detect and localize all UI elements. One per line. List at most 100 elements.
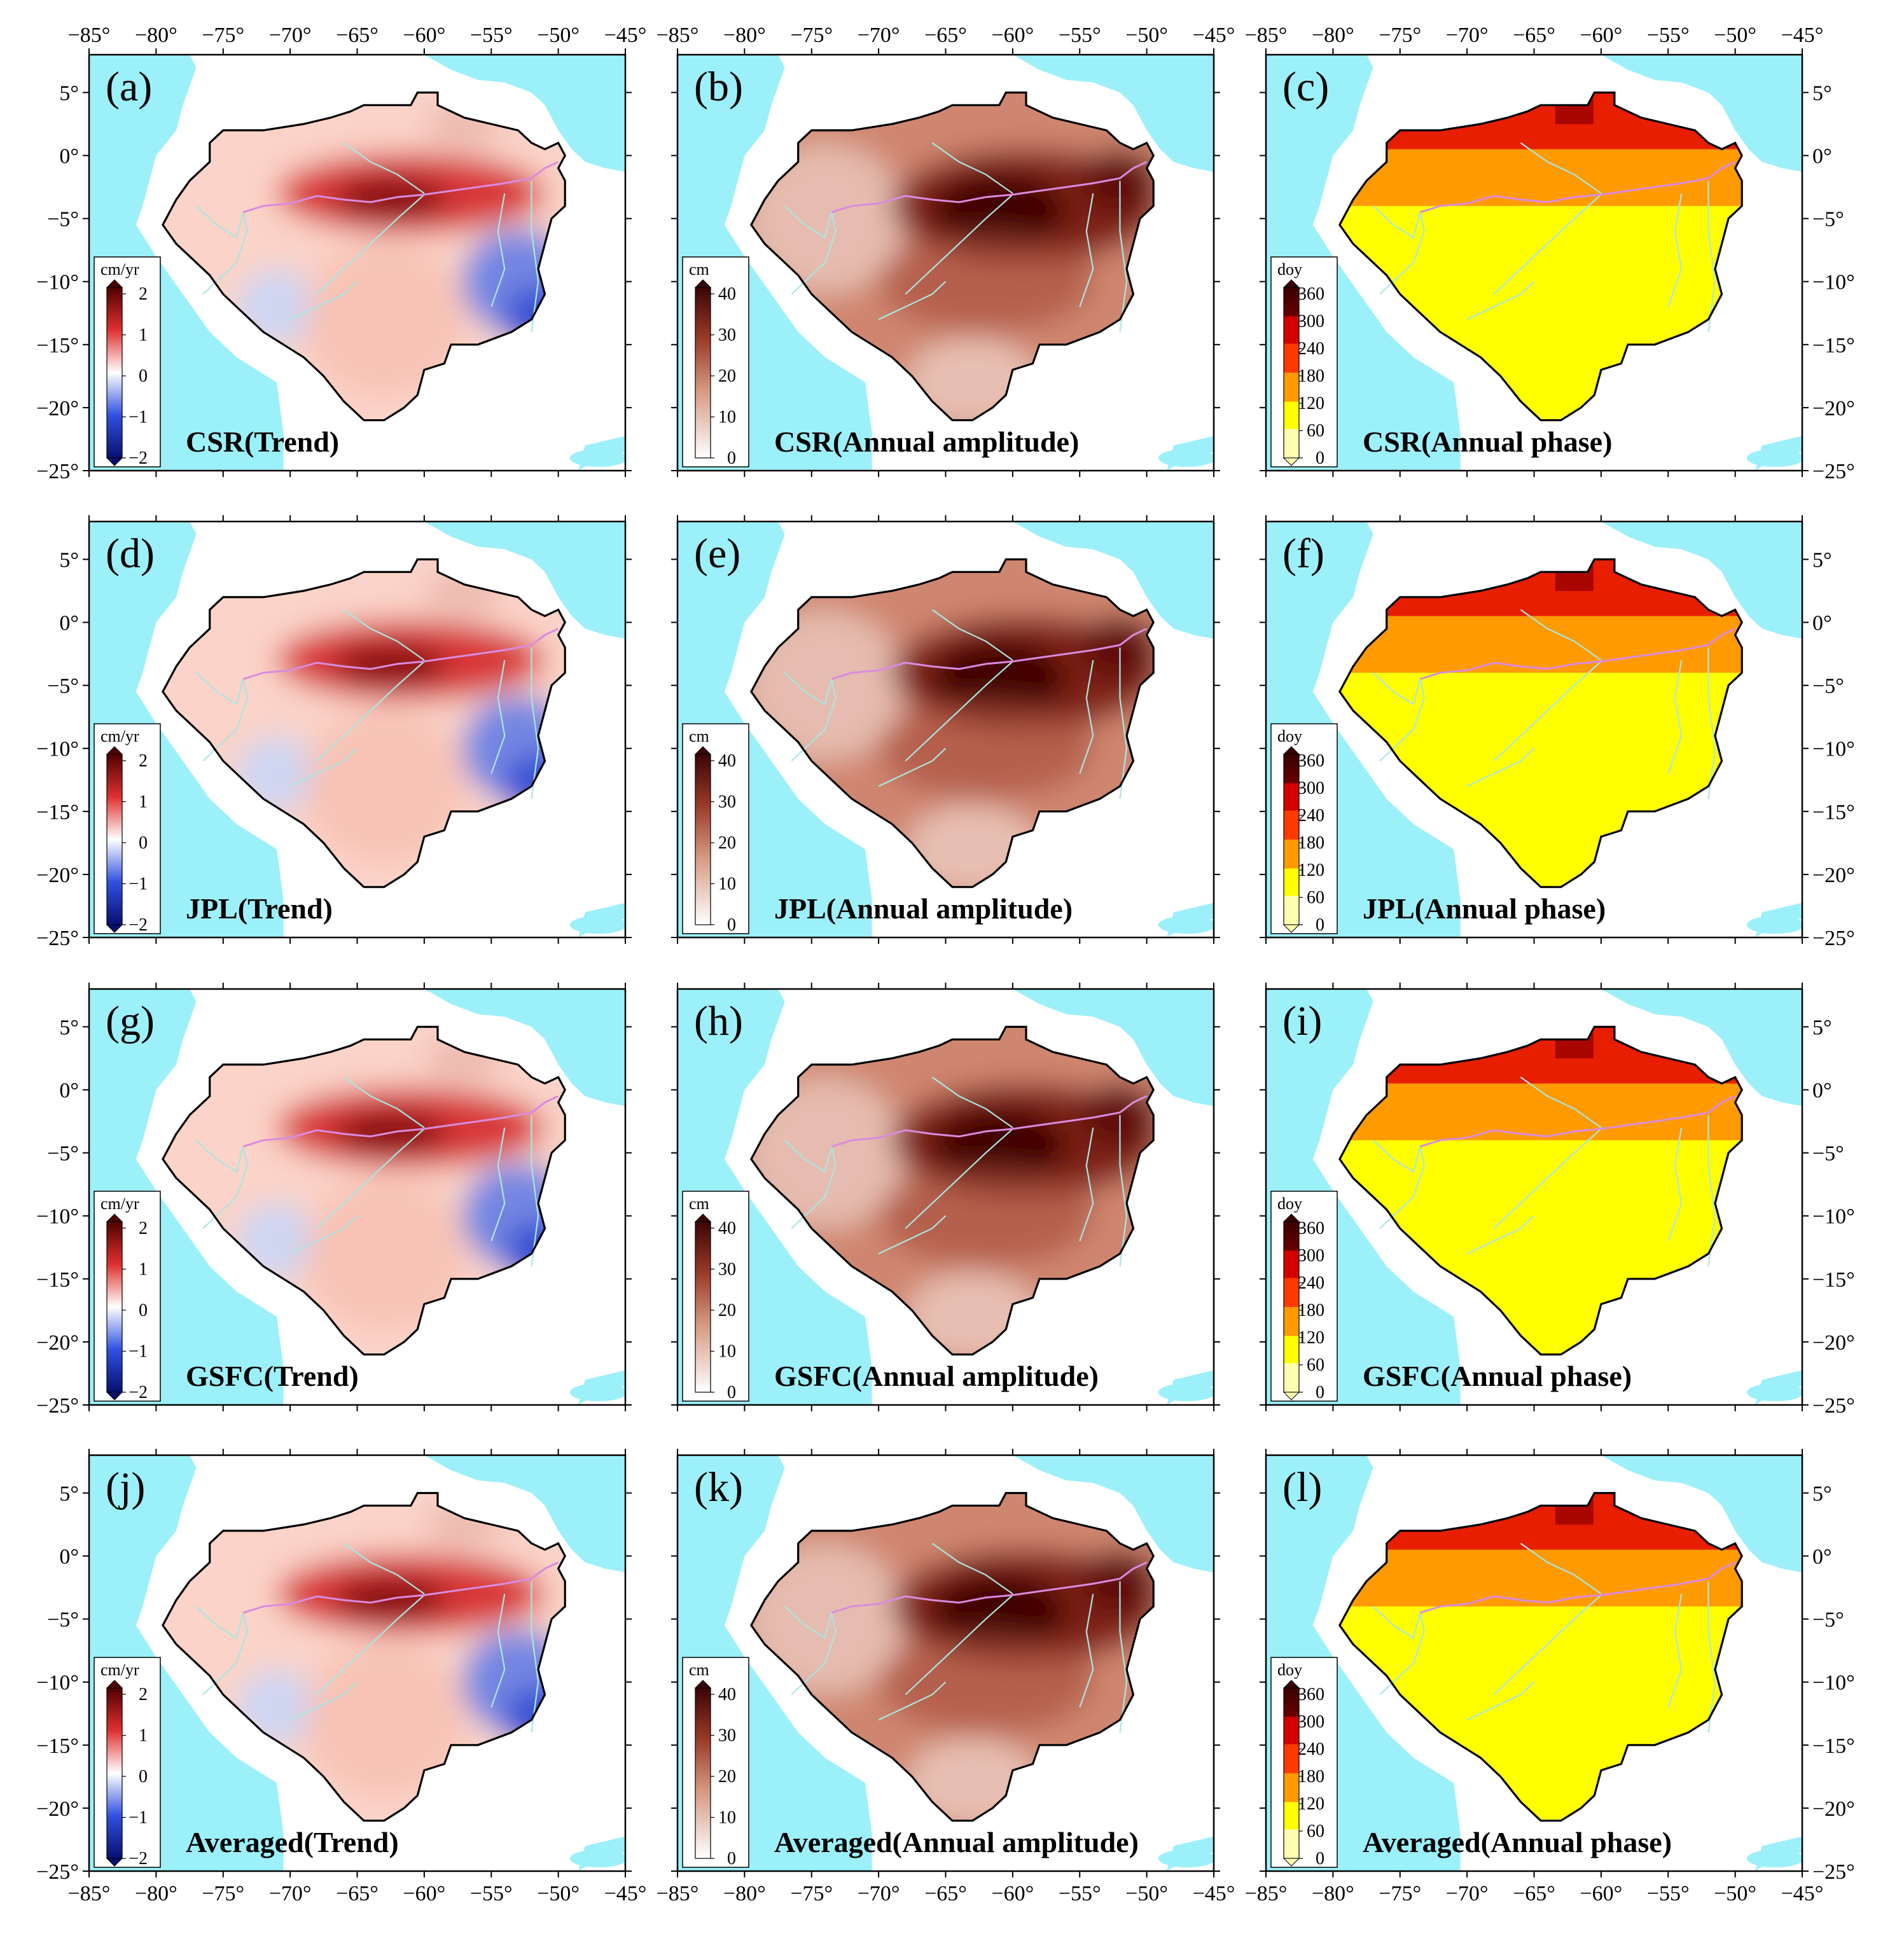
colorbar-tick-label: 40	[718, 284, 736, 304]
tributary-river	[1079, 660, 1094, 774]
colorbar-tick-label: 40	[718, 1219, 736, 1238]
tributary-river	[195, 1605, 244, 1640]
colorbar-tick-label: 20	[718, 833, 736, 853]
tributary-river	[1119, 647, 1128, 799]
colorbar-tick-label: 0	[1316, 1849, 1324, 1869]
y-tick-label-left: −20°	[36, 397, 79, 420]
colorbar-box	[682, 1191, 749, 1402]
x-tick-label-bottom: −80°	[135, 1882, 177, 1905]
tributary-river	[905, 1128, 1013, 1229]
panel-title: JPL(Annual phase)	[1363, 892, 1606, 925]
x-tick-label-bottom: −80°	[1312, 1882, 1354, 1905]
colorbar-tick-label: 0	[139, 833, 148, 853]
amazon-river	[242, 161, 559, 214]
amazon-river	[831, 1095, 1148, 1148]
colorbar-tick-label: −1	[129, 1342, 148, 1362]
panel-letter: (f)	[1282, 530, 1324, 577]
map-panel-a: cm/yr2 1 0 −1 −2 (a) CSR(Trend)	[83, 48, 632, 477]
colorbar-tick-label: 10	[718, 1342, 736, 1362]
map-panel-g: cm/yr2 1 0 −1 −2 (g) GSFC(Trend)	[83, 983, 632, 1411]
colorbar-tick-label: 2	[139, 751, 148, 771]
colorbar-tick-label: 300	[1298, 1712, 1324, 1732]
panel-letter: (g)	[106, 998, 155, 1044]
x-tick-label-top: −75°	[1379, 24, 1421, 47]
tributary-river	[878, 1681, 947, 1721]
y-tick-label-right: 5°	[1812, 1016, 1832, 1039]
x-tick-label-top: −60°	[403, 24, 445, 47]
tributary-river	[905, 194, 1013, 295]
tributary-river	[1667, 1127, 1683, 1241]
colorbar-tick-label: 60	[1307, 1355, 1324, 1375]
phase-field	[1339, 559, 1742, 887]
tributary-river	[1520, 1542, 1602, 1594]
x-tick-label-top: −70°	[1446, 24, 1489, 47]
colorbar-box	[94, 256, 161, 467]
x-tick-label-bottom: −45°	[1781, 1882, 1824, 1905]
colorbar-tick-label: 60	[1307, 421, 1324, 441]
colorbar-tick-label: 0	[139, 366, 148, 386]
x-tick-label-bottom: −55°	[1647, 1882, 1690, 1905]
tributary-river	[791, 1146, 837, 1229]
x-tick-label-bottom: −70°	[858, 1882, 900, 1905]
ocean-north	[985, 989, 1214, 1107]
basin-boundary	[1338, 1491, 1744, 1822]
colorbar-tick-label: 2	[139, 1219, 148, 1238]
panel-letter: (b)	[694, 64, 743, 110]
tributary-river	[1119, 181, 1128, 333]
colorbar-box	[1270, 723, 1338, 934]
map-panel-h: cm 40 30 20 10 0 (h) GSFC(Annual amplitude)	[671, 983, 1220, 1411]
tributary-river	[1520, 1076, 1602, 1128]
tributary-river	[490, 193, 506, 307]
y-tick-label-left: −25°	[36, 1394, 79, 1418]
map-panel-c: doy 360 300 240 180 120 60 0 (c) CSR(Annual phase…	[1260, 48, 1809, 477]
tributary-river	[878, 280, 947, 321]
colorbar-box	[1270, 1657, 1338, 1868]
amazon-river	[831, 161, 1148, 214]
colorbar-unit: cm/yr	[101, 1194, 139, 1213]
tributary-river	[1079, 1127, 1094, 1241]
colorbar-tick-label: −1	[129, 408, 148, 427]
y-tick-label-left: −10°	[36, 1671, 79, 1695]
colorbar-tick-label: 180	[1298, 1301, 1324, 1320]
colorbar	[695, 1687, 711, 1859]
colorbar-tick-label: 300	[1298, 1246, 1324, 1266]
y-tick-label-left: −10°	[36, 738, 79, 761]
amazon-river	[831, 1561, 1148, 1614]
panel-letter: (h)	[694, 998, 743, 1044]
ocean-north	[985, 55, 1214, 172]
tributary-river	[931, 609, 1013, 661]
amazon-river	[1419, 161, 1736, 214]
panel-title: Averaged(Annual amplitude)	[774, 1826, 1139, 1858]
colorbar-tick-label: 60	[1307, 1822, 1324, 1841]
ocean-north	[397, 55, 625, 172]
x-tick-label-top: −55°	[470, 24, 513, 47]
tributary-river	[1493, 1594, 1602, 1696]
ocean-north	[1574, 1455, 1802, 1573]
tributary-river	[784, 672, 833, 706]
map-panel-l: doy 360 300 240 180 120 60 0 (l) Averaged(Annual …	[1260, 1449, 1809, 1877]
tributary-river	[343, 1076, 425, 1128]
amazon-river	[1419, 1095, 1736, 1148]
x-tick-label-top: −70°	[269, 24, 312, 47]
colorbar	[695, 1221, 711, 1393]
colorbar-tick-label: 0	[1316, 1383, 1324, 1402]
colorbar-tick-label: 1	[139, 1726, 148, 1746]
colorbar-tick-label: 0	[727, 915, 736, 935]
x-tick-label-top: −45°	[604, 24, 647, 47]
panel-title: JPL(Trend)	[186, 892, 333, 925]
tributary-river	[1372, 205, 1421, 239]
x-tick-label-bottom: −85°	[68, 1882, 111, 1905]
x-tick-label-top: −75°	[202, 24, 244, 47]
y-tick-label-left: −10°	[36, 1205, 79, 1229]
tributary-river	[1667, 193, 1683, 307]
colorbar-tick-label: 1	[139, 1260, 148, 1280]
colorbar	[106, 287, 123, 459]
amazon-river	[1419, 628, 1736, 681]
colorbar	[695, 754, 711, 925]
x-tick-label-top: −60°	[991, 24, 1034, 47]
colorbar	[106, 1221, 123, 1393]
basin-boundary	[1338, 1025, 1744, 1356]
y-tick-label-left: 0°	[59, 1079, 79, 1103]
x-tick-label-bottom: −80°	[723, 1882, 766, 1905]
y-tick-label-left: −15°	[36, 1268, 79, 1292]
